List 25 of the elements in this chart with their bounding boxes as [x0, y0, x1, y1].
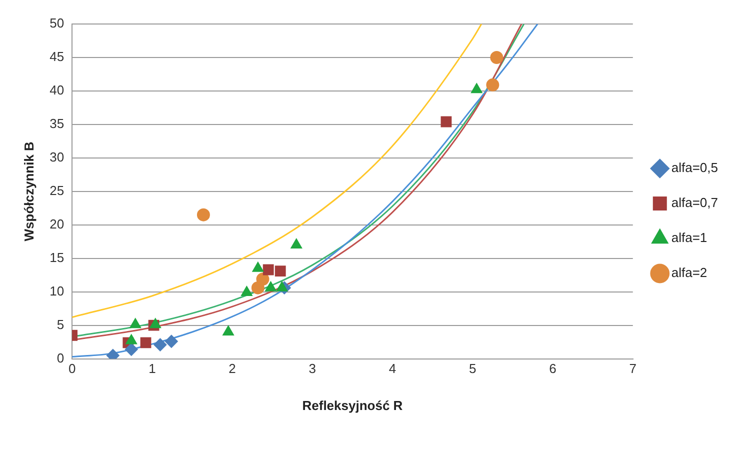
y-tick-label: 10 [50, 283, 64, 298]
y-tick-label: 20 [50, 216, 64, 232]
y-tick-label: 45 [50, 49, 64, 64]
y-tick-label: 25 [50, 182, 64, 198]
x-tick-label: 0 [68, 361, 76, 376]
legend-label: alfa=2 [671, 265, 708, 280]
x-tick-label: 7 [629, 361, 636, 376]
y-tick-label: 15 [50, 250, 64, 265]
x-tick-label: 4 [388, 361, 396, 376]
y-tick-label: 35 [50, 116, 64, 132]
x-tick-label: 1 [148, 361, 156, 376]
legend-label: alfa=1 [671, 230, 708, 246]
legend-label: alfa=0,5 [671, 160, 718, 176]
y-tick-label: 0 [56, 350, 64, 366]
x-axis-title: Refleksyjność R [302, 398, 404, 413]
x-tick-label: 3 [308, 361, 316, 376]
legend-label: alfa=0,7 [671, 195, 718, 210]
y-axis-title: Współczynnik B [21, 142, 36, 242]
x-tick-label: 6 [549, 361, 556, 376]
y-tick-label: 5 [56, 316, 64, 332]
x-tick-label: 2 [228, 361, 236, 376]
y-tick-label: 30 [50, 150, 64, 164]
x-tick-label: 5 [469, 361, 476, 376]
y-tick-label: 40 [50, 82, 64, 98]
y-tick-label: 50 [50, 16, 64, 31]
